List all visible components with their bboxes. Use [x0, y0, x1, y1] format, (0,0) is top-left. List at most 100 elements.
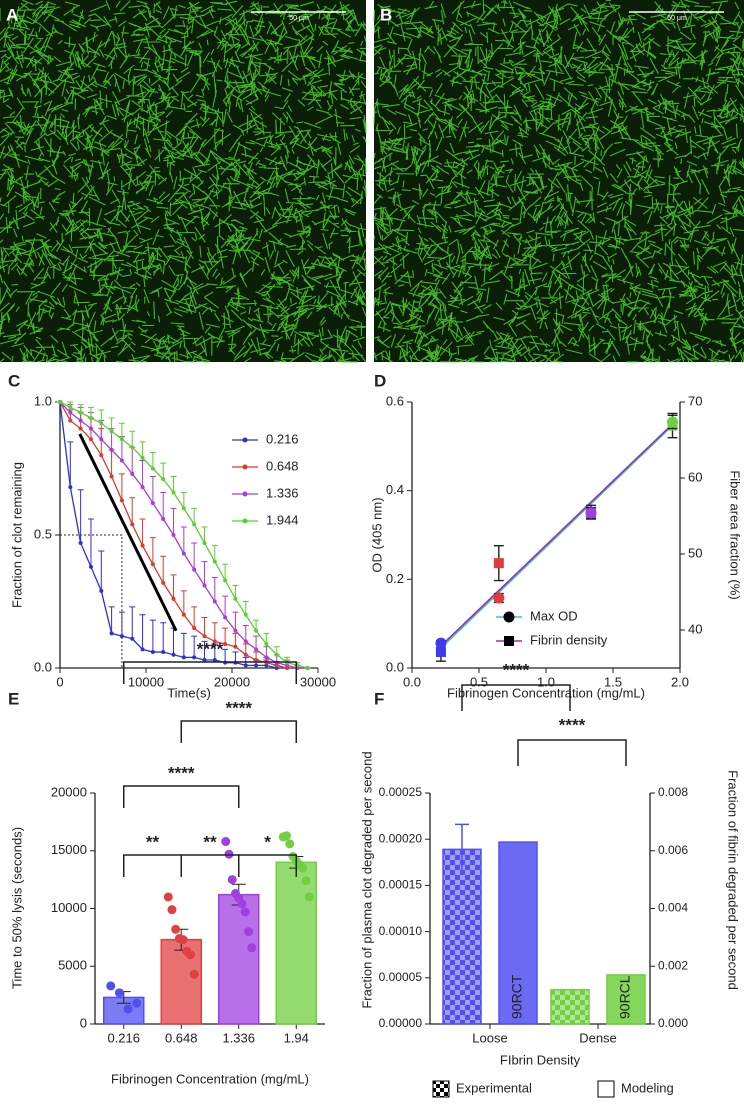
error-bar [191, 542, 198, 570]
data-point [254, 658, 259, 663]
x-axis-label: FIbrin Density [500, 1052, 581, 1067]
significance-bracket [461, 684, 571, 711]
data-point [243, 652, 248, 657]
y-tick-label: 5000 [58, 958, 87, 973]
error-bar [139, 441, 146, 458]
data-point [244, 927, 253, 937]
data-point [298, 863, 308, 873]
legend-label: Max OD [530, 608, 578, 623]
x-tick-label: Dense [579, 1030, 617, 1045]
data-point [163, 892, 173, 902]
error-bar [211, 622, 218, 642]
x-tick-label: 2.0 [671, 674, 689, 689]
x-tick-label: 0.0 [403, 674, 421, 689]
y2-tick-label: 0.008 [658, 785, 688, 799]
data-point [304, 892, 314, 902]
error-bar [170, 475, 177, 493]
data-point [221, 837, 231, 847]
data-point [99, 437, 104, 442]
error-bar [191, 635, 198, 658]
x-axis-label: Fibrinogen Concentration (mg/mL) [111, 1071, 309, 1086]
data-point [130, 636, 135, 641]
legend-marker [242, 437, 248, 443]
data-point [202, 540, 207, 545]
error-bar [160, 622, 167, 653]
data-point [88, 437, 93, 442]
error-bar [118, 473, 125, 501]
x-tick-label: 1.336 [222, 1030, 255, 1045]
data-point [212, 599, 217, 604]
data-point [202, 583, 207, 588]
data-point [254, 628, 259, 633]
data-point [186, 950, 196, 960]
error-bar [201, 640, 208, 661]
data-point [254, 647, 259, 652]
bar [606, 974, 646, 1025]
y-tick-label: 0.00015 [379, 878, 423, 892]
y-axis-label: Time to 50% lysis (seconds) [9, 827, 24, 989]
data-point [171, 533, 176, 537]
data-point [109, 429, 114, 434]
data-point [171, 652, 176, 657]
y-tick-label: 0 [80, 1015, 87, 1030]
error-bar [170, 627, 177, 655]
data-point [130, 522, 135, 527]
y2-tick-label: 0.000 [658, 1016, 688, 1030]
panel-label: B [380, 5, 392, 24]
data-point [78, 426, 83, 431]
error-bar [232, 611, 239, 631]
significance-bracket [123, 785, 240, 808]
y-tick-label: 0.00025 [379, 785, 423, 799]
y2-tick-label: 70 [688, 393, 702, 408]
panel-label: E [8, 689, 19, 708]
fit-line [440, 423, 674, 647]
panel-label: A [6, 5, 18, 24]
fit-line [440, 424, 674, 649]
error-bar [149, 452, 156, 469]
bar-label: 90RCL [617, 975, 633, 1019]
y-tick-label: 0.5 [34, 526, 52, 541]
data-point [233, 644, 238, 649]
error-bar [87, 518, 94, 567]
significance-bracket [123, 854, 182, 877]
data-point [274, 652, 279, 657]
error-bar [149, 475, 156, 504]
data-point [202, 634, 207, 639]
data-point [167, 905, 177, 915]
significance-label: **** [559, 715, 586, 734]
data-point [237, 899, 247, 909]
error-bar [211, 643, 218, 661]
y-tick-label: 0.6 [386, 393, 404, 408]
x-tick-label: 20000 [214, 674, 250, 689]
legend-marker [503, 611, 515, 623]
error-bar [180, 491, 187, 509]
legend-marker [242, 464, 248, 470]
y-axis-label: Fraction of clot remaining [9, 462, 24, 608]
error-bar [129, 497, 136, 525]
y2-tick-label: 60 [688, 469, 702, 484]
data-point [223, 615, 228, 620]
legend-label: 1.944 [266, 512, 299, 527]
error-bar [180, 590, 187, 615]
data-point [254, 663, 259, 668]
data-point [224, 849, 234, 859]
data-point [192, 522, 197, 527]
data-point [68, 405, 73, 410]
data-point [140, 647, 145, 652]
data-point [132, 998, 142, 1008]
data-point [189, 969, 199, 979]
data-point [264, 642, 269, 647]
y-axis-label: OD (405 nm) [369, 497, 384, 572]
error-bar [139, 460, 146, 488]
data-point [140, 485, 145, 490]
bar-label: 90RCT [509, 974, 525, 1019]
data-point [178, 935, 188, 945]
y-tick-label: 10000 [51, 900, 87, 915]
data-point [435, 647, 446, 658]
error-bar [191, 606, 198, 629]
x-tick-label: 0.216 [107, 1030, 140, 1045]
error-bar [191, 507, 198, 525]
x-axis-label: Fibrinogen Concentration (mg/mL) [447, 685, 645, 700]
error-bar [222, 648, 229, 663]
fit-line [78, 433, 178, 632]
